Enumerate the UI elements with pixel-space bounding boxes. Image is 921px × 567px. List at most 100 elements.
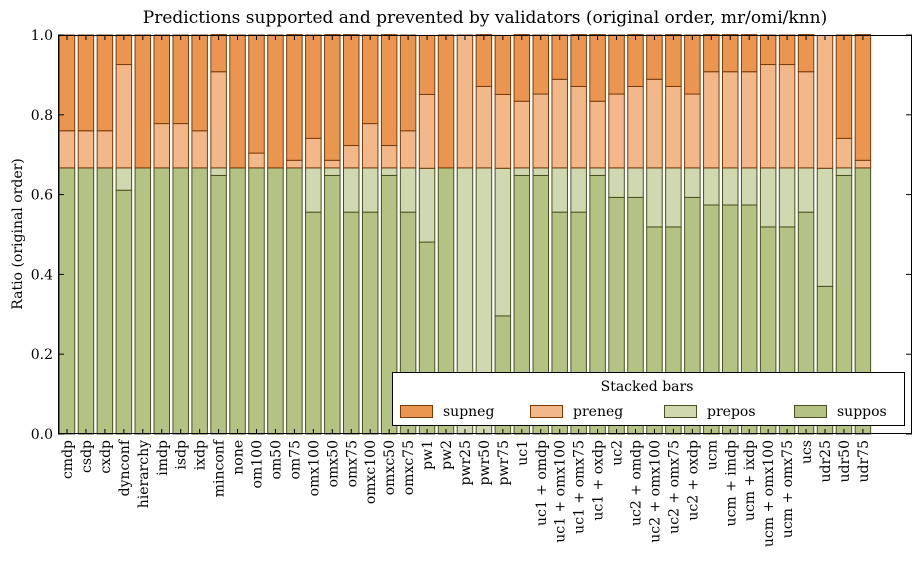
bar-preneg bbox=[399, 130, 417, 169]
bar-preneg bbox=[456, 34, 474, 169]
x-tick-label: ixdp bbox=[193, 440, 209, 470]
bar-suppos bbox=[343, 211, 360, 435]
bar-prepos bbox=[399, 167, 417, 213]
bar-supneg bbox=[665, 34, 682, 87]
x-tick-label: dynconf bbox=[117, 438, 133, 496]
bar-supneg bbox=[684, 34, 701, 95]
bar-prepos bbox=[324, 167, 341, 176]
bar-preneg bbox=[286, 159, 303, 169]
x-tick-label: uc2 + omx100 bbox=[647, 440, 663, 543]
x-tick-label: ucm + omx100 bbox=[761, 440, 777, 547]
bar-suppos bbox=[58, 167, 76, 435]
bar-supneg bbox=[532, 34, 549, 95]
bar-supneg bbox=[570, 34, 587, 87]
x-tick-label: pwr50 bbox=[477, 440, 493, 485]
x-tick-label: ucm + ixdp bbox=[742, 440, 758, 521]
x-tick-label: pw2 bbox=[439, 440, 455, 470]
bar-prepos bbox=[778, 167, 796, 228]
y-tick-label: 0.0 bbox=[31, 427, 53, 443]
bar-supneg bbox=[835, 34, 853, 139]
x-tick-label: uc1 + omx75 bbox=[572, 440, 588, 534]
y-axis-label: Ratio (original order) bbox=[10, 158, 26, 310]
bar-prepos bbox=[627, 167, 644, 198]
bar-prepos bbox=[305, 167, 322, 213]
x-tick-label: om100 bbox=[250, 440, 266, 488]
bar-supneg bbox=[361, 34, 379, 125]
bar-suppos bbox=[324, 174, 341, 435]
bar-suppos bbox=[286, 167, 303, 435]
bar-supneg bbox=[286, 34, 303, 161]
bar-preneg bbox=[854, 159, 872, 169]
x-tick-label: om75 bbox=[287, 440, 303, 480]
legend-label-preneg: preneg bbox=[573, 404, 623, 420]
bar-supneg bbox=[703, 34, 720, 73]
bar-supneg bbox=[854, 34, 872, 161]
x-tick-label: udr75 bbox=[856, 440, 872, 483]
bar-prepos bbox=[797, 167, 815, 213]
bar-suppos bbox=[77, 167, 95, 435]
bar-prepos bbox=[532, 167, 549, 176]
y-tick-label: 1.0 bbox=[31, 28, 53, 44]
x-tick-label: hierarchy bbox=[136, 440, 152, 508]
bar-supneg bbox=[797, 34, 815, 73]
x-tick-label: om50 bbox=[268, 440, 284, 480]
bar-supneg bbox=[589, 34, 606, 102]
bar-suppos bbox=[96, 167, 114, 435]
legend-label-prepos: prepos bbox=[707, 404, 756, 420]
bar-prepos bbox=[551, 167, 568, 213]
bar-preneg bbox=[797, 71, 815, 169]
bar-prepos bbox=[210, 167, 227, 176]
bar-supneg bbox=[399, 34, 417, 132]
x-tick-label: cmdp bbox=[60, 440, 76, 479]
bar-preneg bbox=[343, 145, 360, 169]
bar-preneg bbox=[551, 78, 568, 169]
bar-prepos bbox=[684, 167, 701, 198]
y-tick-label: 0.4 bbox=[31, 267, 53, 283]
x-tick-label: ucm bbox=[704, 440, 720, 470]
x-tick-label: ucs bbox=[799, 440, 815, 464]
bar-supneg bbox=[646, 34, 663, 80]
bar-preneg bbox=[835, 137, 853, 169]
chart-title: Predictions supported and prevented by v… bbox=[143, 8, 827, 28]
bar-suppos bbox=[210, 174, 227, 435]
bar-preneg bbox=[77, 130, 95, 169]
bar-supneg bbox=[248, 34, 265, 154]
bar-preneg bbox=[816, 34, 834, 169]
bar-supneg bbox=[153, 34, 170, 125]
legend-swatch-preneg bbox=[530, 405, 563, 418]
bar-prepos bbox=[816, 167, 834, 287]
bar-suppos bbox=[115, 189, 133, 435]
bar-supneg bbox=[229, 34, 246, 169]
bar-preneg bbox=[210, 71, 227, 169]
bar-preneg bbox=[361, 123, 379, 169]
legend-label-supneg: supneg bbox=[443, 404, 494, 420]
bar-preneg bbox=[703, 71, 720, 169]
x-tick-label: uc2 bbox=[610, 440, 626, 466]
y-tick-label: 0.8 bbox=[31, 108, 53, 124]
bar-supneg bbox=[58, 34, 76, 132]
bar-supneg bbox=[627, 34, 644, 87]
bar-preneg bbox=[153, 123, 170, 169]
bar-prepos bbox=[570, 167, 587, 213]
bar-prepos bbox=[646, 167, 663, 228]
bar-supneg bbox=[551, 34, 568, 80]
bar-prepos bbox=[115, 167, 133, 191]
legend-label-suppos: suppos bbox=[837, 404, 887, 420]
legend-swatch-prepos bbox=[664, 405, 697, 418]
x-tick-label: uc1 + oxdp bbox=[591, 440, 607, 521]
x-tick-label: udr25 bbox=[818, 440, 834, 483]
bar-supneg bbox=[172, 34, 189, 125]
legend: Stacked bars supneg preneg prepos suppos bbox=[392, 372, 905, 426]
x-tick-label: uc1 + omdp bbox=[534, 440, 550, 526]
bar-preneg bbox=[665, 85, 682, 169]
bar-preneg bbox=[418, 93, 436, 169]
bar-preneg bbox=[684, 93, 701, 169]
x-tick-label: uc2 + oxdp bbox=[685, 440, 701, 521]
bar-supneg bbox=[77, 34, 95, 132]
bar-prepos bbox=[703, 167, 720, 206]
bar-preneg bbox=[475, 85, 493, 169]
bar-prepos bbox=[380, 167, 398, 176]
bar-supneg bbox=[134, 34, 152, 169]
bar-supneg bbox=[418, 34, 436, 95]
bar-preneg bbox=[96, 130, 114, 169]
